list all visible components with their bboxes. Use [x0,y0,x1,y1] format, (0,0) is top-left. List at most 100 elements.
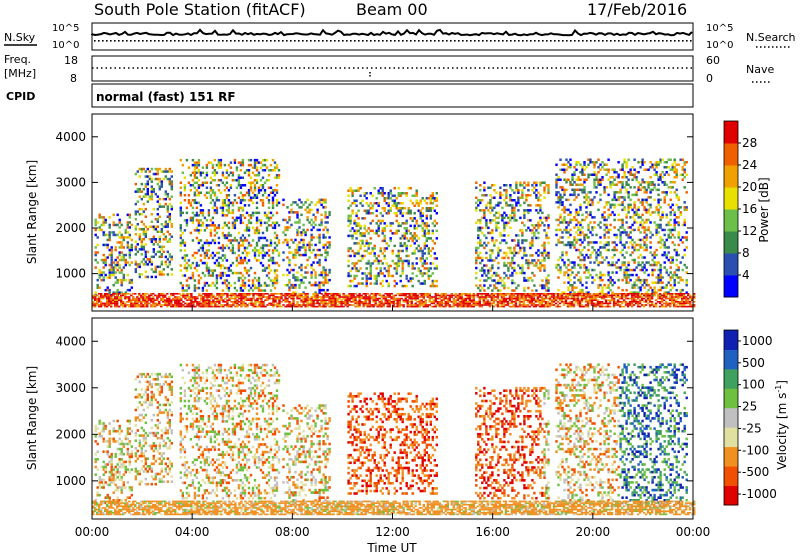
heatmap-cell [284,299,287,301]
heatmap-cell [511,279,514,282]
heatmap-cell [631,238,634,242]
heatmap-cell [433,284,436,288]
heatmap-cell [655,188,658,192]
heatmap-cell [623,198,626,202]
heatmap-cell [419,212,422,215]
heatmap-cell [221,211,225,215]
heatmap-cell [246,304,249,306]
heatmap-cell [593,221,596,224]
heatmap-cell [231,261,235,265]
heatmap-cell [201,261,205,265]
heatmap-cell [320,273,323,277]
heatmap-cell [577,291,580,294]
heatmap-cell [322,246,325,249]
heatmap-cell [126,246,129,249]
heatmap-cell [243,249,247,252]
heatmap-cell [479,261,482,265]
heatmap-cell [150,177,153,181]
heatmap-cell [230,304,233,306]
heatmap-cell [669,283,672,287]
heatmap-cell [395,204,398,207]
heatmap-cell [637,198,640,202]
heatmap-cell [260,301,263,303]
heatmap-cell [184,302,187,305]
heatmap-cell [168,302,171,305]
heatmap-cell [162,273,165,276]
heatmap-cell [234,293,237,295]
heatmap-cell [166,170,169,173]
heatmap-cell [409,217,412,220]
heatmap-cell [180,305,183,308]
heatmap-cell [521,191,524,194]
heatmap-cell [205,166,209,169]
heatmap-cell [239,214,243,217]
heatmap-cell [251,214,255,217]
heatmap-cell [493,214,496,217]
heatmap-cell [411,219,414,223]
heatmap-cell [296,231,299,234]
heatmap-cell [209,254,213,257]
heatmap-cell [679,173,682,176]
heatmap-cell [523,271,526,275]
heatmap-cell [122,301,125,303]
heatmap-cell [477,236,480,240]
heatmap-cell [571,241,574,244]
heatmap-cell [218,305,221,308]
heatmap-cell [623,276,626,279]
heatmap-cell [593,278,596,282]
heatmap-cell [533,181,536,184]
heatmap-cell [491,196,494,199]
heatmap-cell [306,243,309,247]
heatmap-cell [659,226,662,229]
heatmap-cell [98,213,101,217]
heatmap-cell [300,266,303,269]
heatmap-cell [199,246,203,250]
heatmap-cell [623,273,626,277]
heatmap-cell [188,304,191,306]
heatmap-cell [272,297,275,300]
heatmap-cell [273,276,277,280]
heatmap-cell [669,211,672,214]
heatmap-cell [435,197,438,200]
heatmap-cell [625,221,628,224]
heatmap-cell [659,238,662,242]
heatmap-cell [188,305,191,308]
heatmap-cell [399,212,402,215]
heatmap-cell [306,263,309,267]
heatmap-cell [242,294,245,297]
heatmap-cell [537,249,540,252]
heatmap-cell [595,186,598,189]
heatmap-cell [475,261,478,265]
heatmap-cell [265,196,269,199]
heatmap-cell [228,299,231,301]
heatmap-cell [685,161,688,164]
heatmap-cell [211,256,215,260]
heatmap-cell [679,261,682,264]
heatmap-cell [144,294,147,297]
heatmap-cell [120,304,123,306]
heatmap-cell [435,237,438,240]
heatmap-cell [185,206,189,210]
heatmap-cell [231,271,235,275]
heatmap-cell [255,181,259,184]
heatmap-cell [655,248,658,252]
heatmap-cell [280,296,283,298]
heatmap-cell [308,241,311,244]
heatmap-cell [179,241,182,245]
heatmap-cell [487,226,490,230]
heatmap-cell [381,279,384,283]
heatmap-cell [585,193,588,197]
heatmap-cell [296,216,299,219]
noise-search-dot [134,40,136,42]
heatmap-cell [521,256,524,260]
heatmap-cell [575,163,578,166]
heatmap-cell [290,305,293,308]
noise-search-dot [514,40,516,42]
heatmap-cell [209,186,213,189]
heatmap-cell [495,211,498,215]
heatmap-cell [541,211,544,215]
heatmap-cell [641,223,644,227]
heatmap-cell [537,199,540,202]
heatmap-cell [217,161,221,164]
heatmap-cell [261,249,265,252]
